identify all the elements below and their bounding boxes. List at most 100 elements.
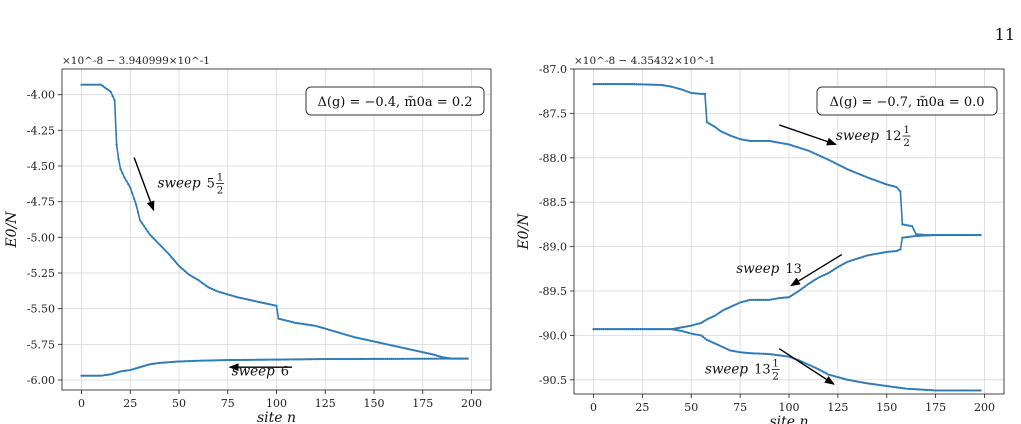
- data-point: [651, 328, 654, 331]
- data-point: [94, 83, 97, 86]
- data-point: [772, 353, 775, 356]
- data-point: [789, 294, 793, 298]
- data-point: [226, 293, 229, 296]
- data-point: [813, 279, 816, 282]
- data-point: [821, 370, 824, 373]
- sweep-arrow: [133, 157, 155, 212]
- data-point: [232, 295, 235, 298]
- data-point: [600, 82, 603, 86]
- y-axis-label: E0/N: [4, 211, 20, 249]
- y-offset-label: ×10^-8 − 3.940999×10^-1: [62, 55, 210, 67]
- data-point: [901, 236, 904, 239]
- data-point: [409, 348, 413, 351]
- data-point: [852, 170, 855, 173]
- data-point: [150, 362, 153, 366]
- data-point: [764, 139, 767, 143]
- series-line-3: [593, 328, 981, 392]
- data-point: [823, 273, 826, 277]
- data-point: [965, 389, 968, 392]
- data-point: [625, 82, 628, 86]
- data-point: [826, 373, 830, 376]
- parameter-box-label: Δ(g) = −0.4, m̃0a = 0.2: [317, 95, 472, 110]
- data-point: [711, 315, 714, 318]
- data-point: [197, 279, 200, 282]
- data-point: [862, 174, 865, 177]
- data-point: [331, 329, 335, 333]
- data-point: [864, 381, 867, 385]
- data-point: [347, 357, 350, 361]
- data-point: [813, 152, 816, 155]
- data-point: [768, 352, 771, 356]
- data-point: [756, 298, 759, 301]
- y-tick-label: -5.00: [27, 231, 55, 244]
- parameter-box: [816, 86, 998, 116]
- data-point: [658, 83, 662, 87]
- data-point: [408, 348, 411, 351]
- sweep-label: sweep: [705, 362, 748, 378]
- data-point: [160, 245, 163, 248]
- data-point: [380, 342, 383, 345]
- data-point: [842, 262, 845, 265]
- data-point: [809, 281, 812, 284]
- data-point: [236, 358, 239, 362]
- data-point: [748, 352, 752, 355]
- data-point: [408, 357, 411, 360]
- data-point: [146, 363, 149, 366]
- data-point: [930, 234, 933, 237]
- y-tick-label: -5.75: [27, 338, 55, 351]
- data-point: [209, 287, 212, 290]
- data-point: [345, 333, 348, 337]
- data-point: [832, 374, 836, 378]
- data-point: [922, 234, 925, 237]
- data-point: [762, 298, 765, 301]
- data-point: [875, 179, 879, 182]
- data-point: [372, 357, 376, 360]
- data-point: [737, 137, 740, 140]
- data-point: [113, 99, 116, 102]
- data-point: [883, 182, 886, 185]
- data-point: [423, 351, 426, 354]
- data-point: [952, 389, 955, 392]
- data-point: [836, 163, 839, 166]
- data-point: [443, 357, 446, 360]
- data-point: [643, 83, 646, 86]
- data-point: [946, 389, 949, 392]
- data-point: [220, 359, 223, 362]
- data-point: [783, 296, 787, 299]
- series-2: [592, 233, 982, 331]
- data-point: [218, 291, 222, 294]
- data-point: [641, 83, 644, 86]
- data-point: [713, 314, 716, 317]
- data-point: [322, 326, 325, 330]
- y-offset-label: ×10^-8 − 4.35432×10^-1: [574, 55, 715, 67]
- data-point: [959, 389, 963, 392]
- data-point: [105, 87, 108, 91]
- data-point: [647, 83, 650, 86]
- y-tick-label: -5.25: [27, 267, 55, 280]
- data-point: [697, 333, 701, 337]
- data-point: [380, 357, 383, 360]
- data-point: [417, 350, 420, 353]
- x-tick-label: 200: [461, 397, 482, 410]
- data-point: [729, 305, 732, 309]
- data-point: [448, 357, 452, 360]
- data-point: [437, 357, 440, 360]
- data-point: [257, 300, 261, 304]
- data-point: [696, 333, 699, 336]
- data-point: [748, 298, 752, 301]
- data-point: [127, 369, 130, 372]
- data-point: [347, 334, 350, 337]
- data-point: [821, 155, 824, 159]
- data-point: [758, 139, 761, 143]
- data-point: [852, 258, 855, 261]
- data-point: [390, 344, 393, 347]
- data-point: [142, 364, 145, 368]
- data-point: [854, 380, 857, 383]
- data-point: [852, 379, 855, 382]
- data-point: [107, 89, 110, 92]
- data-point: [678, 329, 681, 332]
- data-point: [224, 292, 227, 295]
- data-point: [617, 82, 621, 86]
- y-tick-label: -4.75: [27, 196, 55, 209]
- sweep-annotation-2: sweep 13: [736, 253, 843, 287]
